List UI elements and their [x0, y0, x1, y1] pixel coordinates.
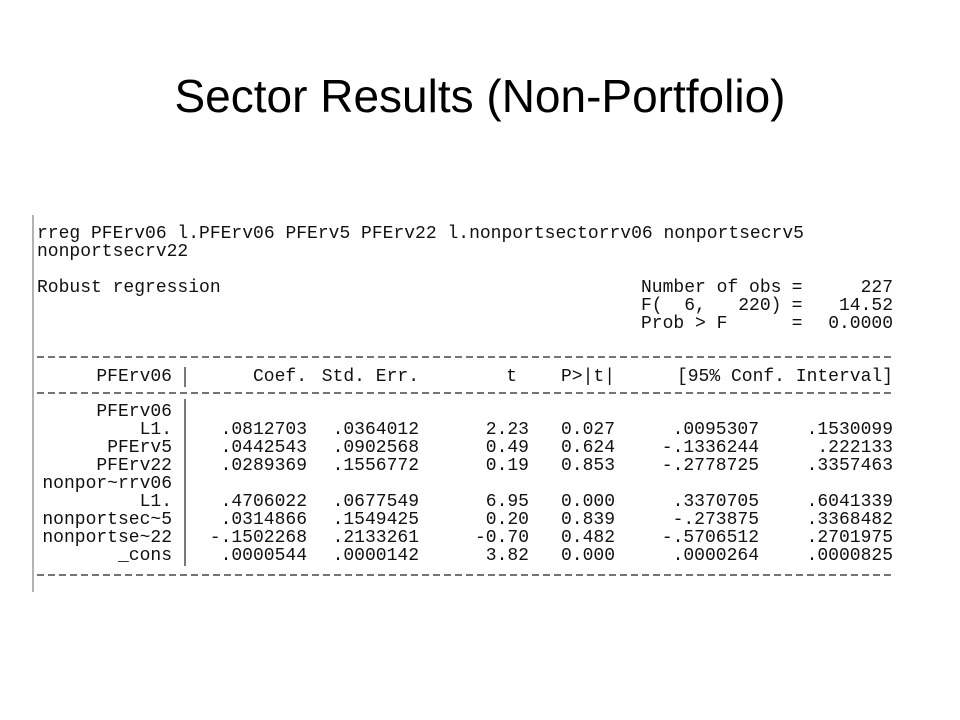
table-cell: .0902568	[333, 438, 419, 458]
row-label: L1.	[140, 492, 172, 512]
table-cell: .6041339	[807, 492, 893, 512]
table-cell: 3.82	[486, 546, 529, 566]
table-cell: .0314866	[221, 510, 307, 530]
table-cell: 0.482	[561, 528, 615, 548]
table-cell: -.5706512	[662, 528, 759, 548]
table-cell: .0677549	[333, 492, 419, 512]
row-label: L1.	[140, 420, 172, 440]
table-cell: 0.20	[486, 510, 529, 530]
stat-value: 14.52	[839, 296, 893, 316]
table-header: t	[506, 367, 517, 387]
table-cell: -.1336244	[662, 438, 759, 458]
table-header: P>|t|	[561, 367, 615, 387]
row-label: PFErv06	[96, 402, 172, 422]
table-cell: 0.624	[561, 438, 615, 458]
table-cell: -0.70	[475, 528, 529, 548]
table-cell: .222133	[817, 438, 893, 458]
stat-label: F( 6, 220)	[641, 296, 781, 316]
table-cell: 2.23	[486, 420, 529, 440]
row-label: _cons	[117, 546, 172, 566]
table-cell: .0812703	[221, 420, 307, 440]
table-cell: .0364012	[333, 420, 419, 440]
table-cell: 0.027	[561, 420, 615, 440]
table-cell: .1549425	[333, 510, 419, 530]
table-cell: .0000142	[333, 546, 419, 566]
row-label: PFErv22	[96, 456, 172, 476]
table-cell: .0000544	[221, 546, 307, 566]
table-header: [95% Conf. Interval]	[677, 367, 893, 387]
table-cell: .0289369	[221, 456, 307, 476]
table-cell: .0000264	[673, 546, 759, 566]
table-cell: .3370705	[673, 492, 759, 512]
table-cell: .4706022	[221, 492, 307, 512]
table-cell: -.2778725	[662, 456, 759, 476]
table-cell: 0.853	[561, 456, 615, 476]
table-header: PFErv06	[96, 367, 172, 387]
table-header: Std. Err.	[322, 367, 419, 387]
table-cell: .2701975	[807, 528, 893, 548]
table-cell: .1556772	[333, 456, 419, 476]
command-line: nonportsecrv22	[37, 242, 188, 262]
row-label: nonportsec~5	[42, 510, 172, 530]
table-cell: .3368482	[807, 510, 893, 530]
stat-label: Prob > F	[641, 314, 727, 334]
table-cell: .2133261	[333, 528, 419, 548]
table-cell: 0.839	[561, 510, 615, 530]
model-name: Robust regression	[37, 278, 221, 298]
slide-title: Sector Results (Non-Portfolio)	[175, 70, 786, 122]
table-cell: .3357463	[807, 456, 893, 476]
row-label: PFErv5	[107, 438, 172, 458]
table-cell: .1530099	[807, 420, 893, 440]
table-header: Coef.	[253, 367, 307, 387]
stat-equals: =	[792, 296, 803, 316]
table-cell: -.1502268	[210, 528, 307, 548]
table-cell: .0095307	[673, 420, 759, 440]
command-line: rreg PFErv06 l.PFErv06 PFErv5 PFErv22 l.…	[37, 224, 804, 244]
table-cell: 0.000	[561, 492, 615, 512]
table-cell: 0.19	[486, 456, 529, 476]
table-cell: 0.000	[561, 546, 615, 566]
stat-equals: =	[792, 278, 803, 298]
stat-equals: =	[792, 314, 803, 334]
table-cell: -.273875	[673, 510, 759, 530]
row-label: nonpor~rrv06	[42, 474, 172, 494]
table-cell: .0000825	[807, 546, 893, 566]
table-cell: 0.49	[486, 438, 529, 458]
stat-label: Number of obs	[641, 278, 781, 298]
table-cell: 6.95	[486, 492, 529, 512]
table-cell: .0442543	[221, 438, 307, 458]
stat-value: 227	[861, 278, 893, 298]
stat-value: 0.0000	[828, 314, 893, 334]
row-label: nonportse~22	[42, 528, 172, 548]
